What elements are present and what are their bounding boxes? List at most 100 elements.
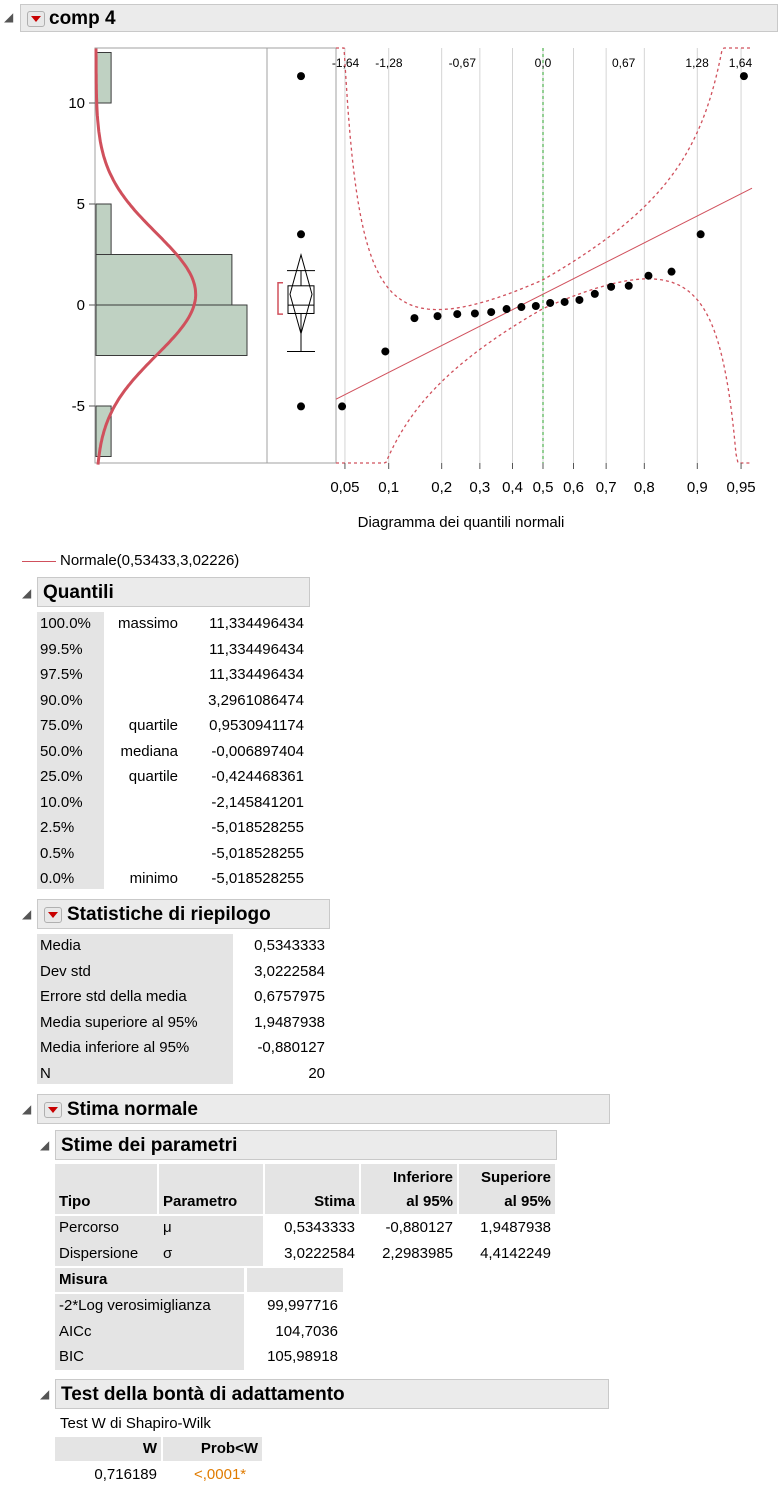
report-disclosure-icon[interactable]: ◢ xyxy=(4,10,14,24)
quantile-pct: 99.5% xyxy=(40,640,83,658)
summary-label: Dev std xyxy=(40,962,91,980)
header-tipo: Tipo xyxy=(59,1193,91,1210)
quantile-pct: 90.0% xyxy=(40,691,83,709)
qq-point xyxy=(470,309,479,318)
summary-label: Media superiore al 95% xyxy=(40,1013,198,1031)
quantile-label: massimo xyxy=(117,615,178,632)
misura-header-cell xyxy=(55,1268,244,1292)
stima-disclosure-icon[interactable]: ◢ xyxy=(22,1102,32,1116)
qq-confidence-upper xyxy=(336,47,752,311)
report-header: comp 4 xyxy=(20,4,778,32)
p-header: Prob<W xyxy=(200,1440,258,1457)
qq-top-tick-label: 0,0 xyxy=(535,56,552,70)
param-row-1-superiore: 1,9487938 xyxy=(480,1219,551,1236)
riepilogo-menu-button[interactable] xyxy=(44,907,62,923)
distribution-plot: 10 5 0 -5 -1,64 -1,28 -0,67 0,0 0,67 1,28 1,64 0,… xyxy=(68,47,756,531)
qq-bottom-tick-label: 0,4 xyxy=(502,479,523,496)
bonta-title: Test della bontà di adattamento xyxy=(61,1384,345,1405)
parametri-title: Stime dei parametri xyxy=(61,1135,238,1156)
summary-value: -0,880127 xyxy=(257,1039,325,1057)
qq-bottom-tick-label: 0,8 xyxy=(634,479,655,496)
qq-point xyxy=(546,298,555,307)
riepilogo-header: Statistiche di riepilogo xyxy=(37,899,330,929)
header-inferiore-2: al 95% xyxy=(406,1193,453,1210)
param-row-2-parametro: σ xyxy=(163,1245,173,1262)
quantile-label: mediana xyxy=(120,742,178,760)
y-tick-label: 10 xyxy=(68,95,85,112)
quantile-value: -5,018528255 xyxy=(211,844,304,862)
y-tick-label: 5 xyxy=(77,196,85,213)
w-header-cell xyxy=(55,1437,161,1461)
quantili-pct-column xyxy=(37,612,104,889)
quantile-value: -0,424468361 xyxy=(211,768,304,785)
qq-point xyxy=(433,312,442,321)
header-parametro: Parametro xyxy=(163,1193,238,1210)
quantile-value: 11,334496434 xyxy=(209,666,304,683)
bonta-header: Test della bontà di adattamento xyxy=(55,1379,609,1409)
quantile-pct: 25.0% xyxy=(40,768,83,785)
bonta-subtitle: Test W di Shapiro-Wilk xyxy=(60,1415,211,1432)
quantile-pct: 100.0% xyxy=(40,615,91,632)
qq-bottom-tick-label: 0,7 xyxy=(596,479,617,496)
stima-menu-button[interactable] xyxy=(44,1102,62,1118)
param-row-1-parametro: μ xyxy=(163,1219,172,1236)
qq-top-tick-label: 1,28 xyxy=(685,56,709,70)
quantile-value: 0,9530941174 xyxy=(209,717,304,734)
qq-point xyxy=(560,297,569,306)
misura-header-value-cell xyxy=(247,1268,343,1292)
misura-header: Misura xyxy=(59,1271,108,1288)
w-header: W xyxy=(142,1440,157,1457)
qq-bottom-tick-label: 0,05 xyxy=(330,479,359,496)
quantile-value: 3,2961086474 xyxy=(208,691,304,709)
qq-point xyxy=(487,308,496,317)
qq-point xyxy=(517,303,526,312)
qq-bottom-tick-label: 0,95 xyxy=(726,479,755,496)
summary-label: Media xyxy=(40,937,81,954)
header-superiore-2: al 95% xyxy=(504,1193,551,1210)
qq-fit-line xyxy=(335,187,753,400)
quantile-value: -0,006897404 xyxy=(211,742,304,760)
col-header-inferiore xyxy=(361,1164,457,1214)
stima-header: Stima normale xyxy=(37,1094,610,1124)
param-row-2-inferiore: 2,2983985 xyxy=(382,1245,453,1262)
summary-value: 3,0222584 xyxy=(254,962,325,980)
summary-value: 0,5343333 xyxy=(254,937,325,954)
quantile-label: quartile xyxy=(128,768,178,785)
shortest-half-bracket xyxy=(277,282,283,315)
quantile-pct: 50.0% xyxy=(40,742,83,760)
qq-confidence-lower xyxy=(336,278,752,464)
histogram-bar xyxy=(95,52,112,104)
qq-point xyxy=(607,282,616,291)
qq-point xyxy=(531,302,540,311)
param-row-2-tipo: Dispersione xyxy=(59,1245,139,1262)
riepilogo-disclosure-icon[interactable]: ◢ xyxy=(22,907,32,921)
bonta-disclosure-icon[interactable]: ◢ xyxy=(40,1387,50,1401)
parametri-header: Stime dei parametri xyxy=(55,1130,557,1160)
parametri-disclosure-icon[interactable]: ◢ xyxy=(40,1138,50,1152)
y-tick-label: -5 xyxy=(72,398,85,415)
qq-axis-label: Diagramma dei quantili normali xyxy=(358,514,565,531)
box-iqr xyxy=(287,285,315,314)
quantile-value: 11,334496434 xyxy=(209,640,304,658)
box-outlier xyxy=(297,72,305,81)
box-outlier xyxy=(297,402,305,411)
misura-label: AICc xyxy=(59,1322,92,1340)
riepilogo-title: Statistiche di riepilogo xyxy=(67,904,271,925)
qq-bottom-tick-label: 0,2 xyxy=(431,479,452,496)
col-header-parametro xyxy=(159,1164,263,1214)
report-menu-button[interactable] xyxy=(27,11,45,27)
summary-value: 0,6757975 xyxy=(254,988,325,1006)
qq-bottom-tick-label: 0,1 xyxy=(378,479,399,496)
stima-title: Stima normale xyxy=(67,1099,198,1120)
normal-fit-curve xyxy=(94,48,198,465)
qq-top-tick-label: -1,28 xyxy=(375,56,403,70)
histogram-bar xyxy=(95,254,233,306)
qq-point xyxy=(381,347,390,356)
quantili-title: Quantili xyxy=(43,582,114,603)
p-value: <,0001* xyxy=(194,1466,247,1483)
p-header-cell xyxy=(163,1437,262,1461)
qq-point xyxy=(696,230,705,239)
quantili-disclosure-icon[interactable]: ◢ xyxy=(22,586,32,600)
param-row-2-stima: 3,0222584 xyxy=(284,1245,355,1262)
misura-label-column xyxy=(55,1294,244,1370)
